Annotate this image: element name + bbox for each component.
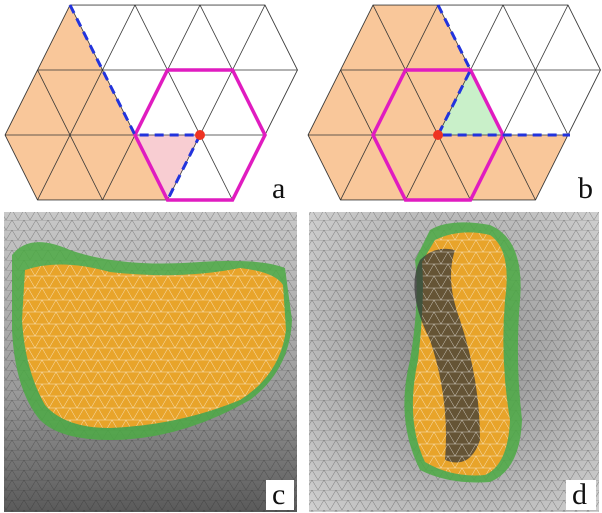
panel-label: d xyxy=(572,478,587,511)
grid-edge xyxy=(178,5,276,200)
vertex xyxy=(433,130,443,140)
grid-edge xyxy=(558,5,602,200)
figure: a b c d xyxy=(0,0,602,513)
panel-d: d xyxy=(309,212,599,512)
grid-edge xyxy=(590,5,602,200)
panel-label: a xyxy=(272,172,285,205)
page: a b c d (() => { const data = JSON.parse… xyxy=(0,0,602,513)
panel-label: b xyxy=(578,172,593,205)
grid-edge xyxy=(211,5,309,200)
region-shaded xyxy=(308,5,568,200)
mesh-wire xyxy=(413,232,510,475)
grid-edge xyxy=(568,5,602,200)
panel-c: c xyxy=(4,212,297,512)
panel-label: c xyxy=(272,478,285,511)
grid-edge xyxy=(0,5,5,200)
grid-edge xyxy=(0,5,16,200)
vertex xyxy=(195,130,205,140)
